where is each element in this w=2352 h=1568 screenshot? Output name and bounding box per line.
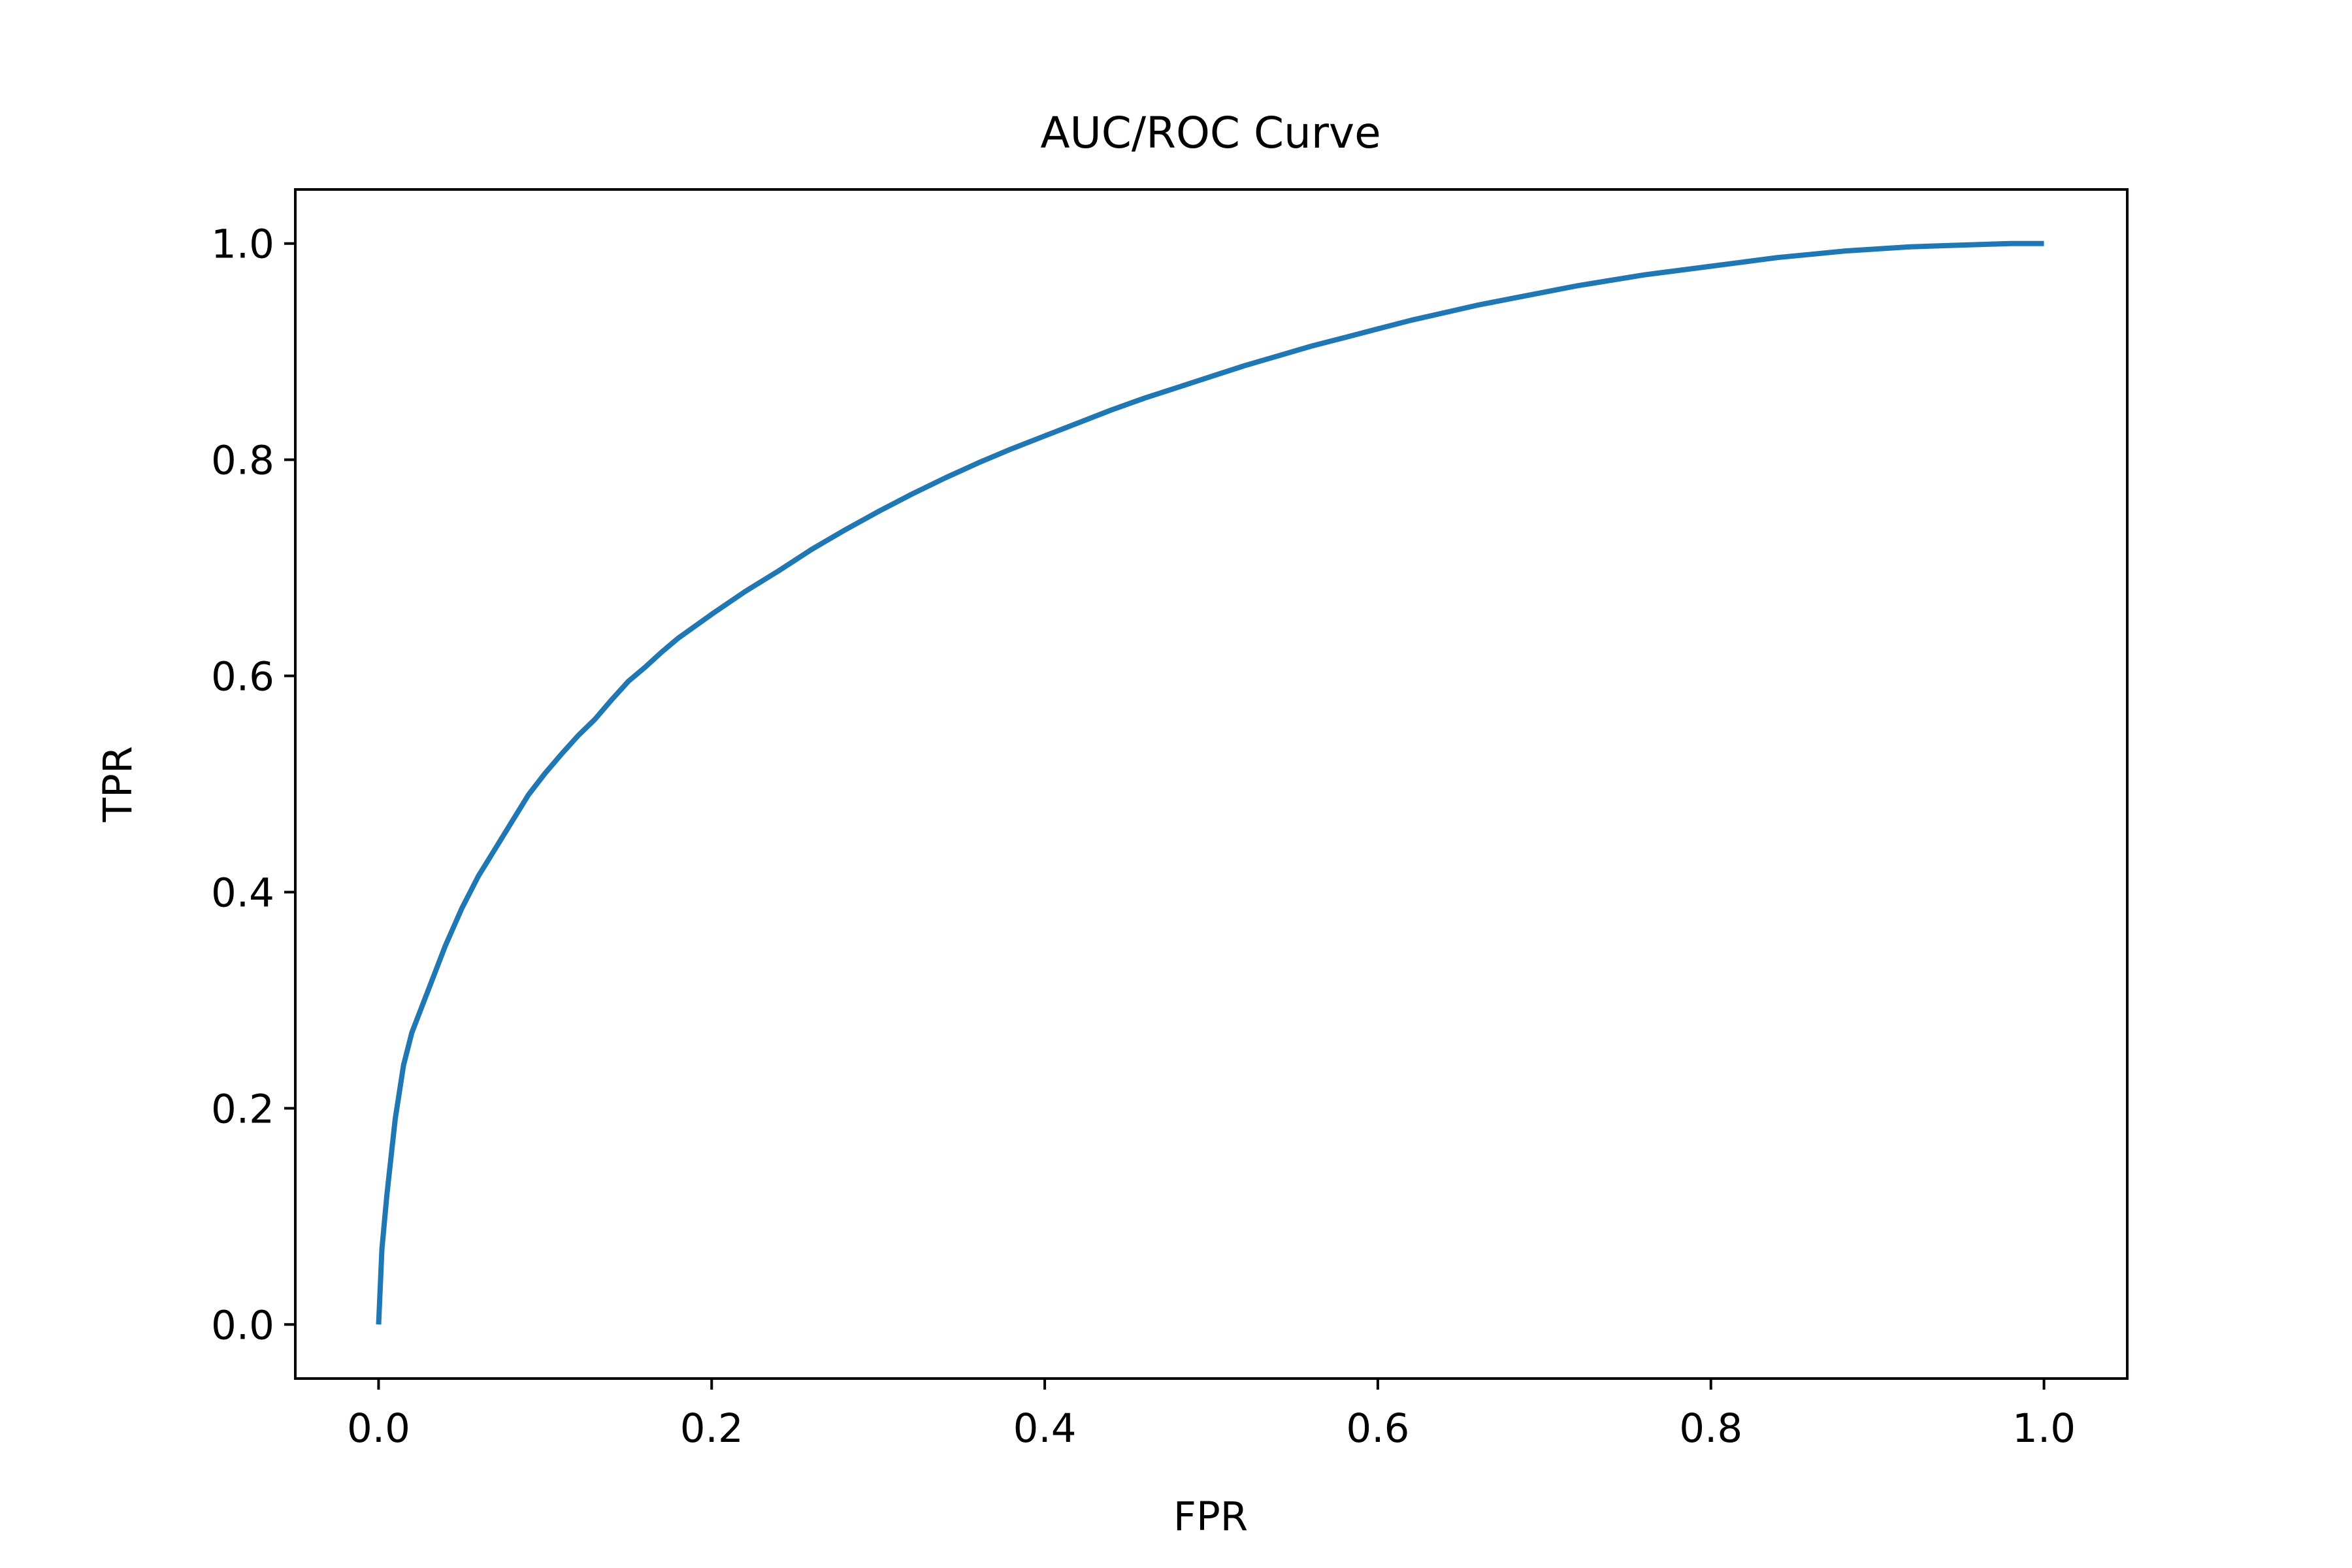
y-tick-label: 0.8 — [211, 438, 274, 484]
x-tick-label: 0.2 — [680, 1405, 743, 1452]
axes-frame — [294, 188, 2129, 1380]
y-axis-ticks: 0.0 0.2 0.4 0.6 0.8 1.0 — [211, 221, 295, 1348]
y-tick-label: 0.2 — [211, 1086, 274, 1132]
x-axis-label: FPR — [1173, 1494, 1248, 1540]
x-tick-label: 1.0 — [2012, 1405, 2076, 1452]
x-tick-label: 0.4 — [1013, 1405, 1077, 1452]
y-tick-label: 1.0 — [211, 221, 274, 268]
roc-curve-line — [376, 240, 2044, 1325]
y-tick-label: 0.0 — [211, 1302, 274, 1348]
x-tick-label: 0.6 — [1346, 1405, 1409, 1452]
y-tick-label: 0.6 — [211, 654, 274, 700]
x-tick-label: 0.8 — [1679, 1405, 1742, 1452]
x-tick-label: 0.0 — [347, 1405, 410, 1452]
plot-area — [294, 188, 2129, 1380]
y-axis-label: TPR — [95, 746, 141, 823]
y-tick-label: 0.4 — [211, 870, 274, 916]
chart-title: AUC/ROC Curve — [1040, 108, 1380, 158]
x-axis-ticks: 0.0 0.2 0.4 0.6 0.8 1.0 — [347, 1379, 2076, 1452]
